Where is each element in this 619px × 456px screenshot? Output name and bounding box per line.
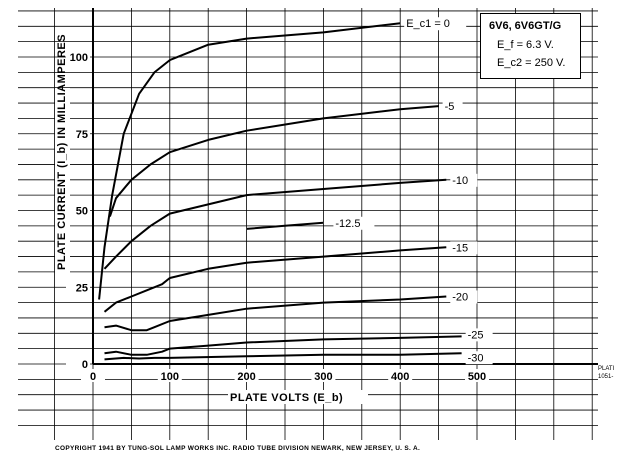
x-tick-bg: [81, 369, 105, 382]
curve-30: [104, 352, 462, 361]
chart-ticks: 0 100 200 300 400 500 0 25 50 75 100: [66, 50, 489, 383]
curve-12-5: [246, 221, 324, 230]
curve-label-bg: [404, 17, 467, 31]
tube-name: 6V6, 6V6GT/G: [489, 20, 562, 32]
curve-label: -12.5: [335, 218, 360, 230]
curve-20: [104, 295, 447, 332]
y-tick-label: 100: [70, 52, 88, 64]
y-axis-title: PLATE CURRENT (I_b) IN MILLIAMPERES: [56, 34, 68, 270]
curve-label-bg: [450, 290, 478, 304]
y-tick-label: 75: [76, 129, 88, 141]
curve-label: -10: [452, 175, 468, 187]
x-tick-bg: [157, 369, 182, 382]
x-tick-label: 300: [314, 371, 332, 383]
curve-label: -15: [452, 242, 468, 254]
y-tick-label: 25: [76, 282, 88, 294]
x-axis-title: PLATE VOLTS (E_b): [230, 392, 343, 404]
chart-curve-labels: E_c1 = 0 -5 -10 -12.5 -15 -20 -25 -30: [333, 17, 493, 365]
chart-curves: [98, 22, 462, 361]
y-tick-label: 50: [76, 206, 88, 218]
y-tick-bg: [66, 203, 90, 217]
margin-note-1: PLATI: [598, 366, 615, 372]
curve-label-bg: [450, 241, 478, 255]
curve-label: -5: [445, 101, 455, 113]
x-tick-bg: [465, 369, 489, 382]
curve-ec1-0: [98, 22, 401, 300]
curve-label-bg: [333, 216, 375, 230]
curve-5: [108, 105, 439, 217]
x-tick-label: 400: [391, 371, 409, 383]
curve-label-bg: [465, 351, 493, 365]
x-tick-label: 0: [90, 371, 96, 383]
y-tick-bg: [66, 126, 90, 140]
chart-axes: [92, 8, 598, 365]
x-title-bg: [228, 390, 368, 404]
y-tick-bg: [66, 357, 90, 370]
curve-label: -25: [468, 329, 484, 341]
curve-label-bg: [465, 328, 493, 342]
curve-label: -30: [468, 352, 484, 364]
filament-voltage: E_f = 6.3 V.: [497, 39, 554, 51]
curve-15: [103, 246, 447, 313]
x-tick-label: 100: [161, 371, 179, 383]
x-tick-label: 500: [468, 371, 486, 383]
curve-label-bg: [450, 173, 478, 187]
y-tick-bg: [66, 280, 90, 294]
x-tick-bg: [311, 369, 336, 382]
curve-label: -20: [452, 291, 468, 303]
x-tick-bg: [388, 369, 413, 382]
curve-label-bg: [442, 100, 463, 114]
y-tick-label: 0: [82, 359, 88, 371]
curve-label: E_c1 = 0: [406, 18, 450, 30]
margin-note-2: 1051-: [598, 374, 614, 380]
screen-voltage: E_c2 = 250 V.: [497, 57, 566, 69]
y-tick-bg: [66, 50, 90, 63]
curve-25: [104, 335, 462, 356]
tube-spec-box: 6V6, 6V6GT/G E_f = 6.3 V. E_c2 = 250 V.: [480, 13, 581, 79]
curve-10: [103, 178, 447, 270]
x-tick-label: 200: [237, 371, 255, 383]
x-tick-bg: [234, 369, 259, 382]
copyright-footer: COPYRIGHT 1941 BY TUNG-SOL LAMP WORKS IN…: [55, 445, 421, 452]
